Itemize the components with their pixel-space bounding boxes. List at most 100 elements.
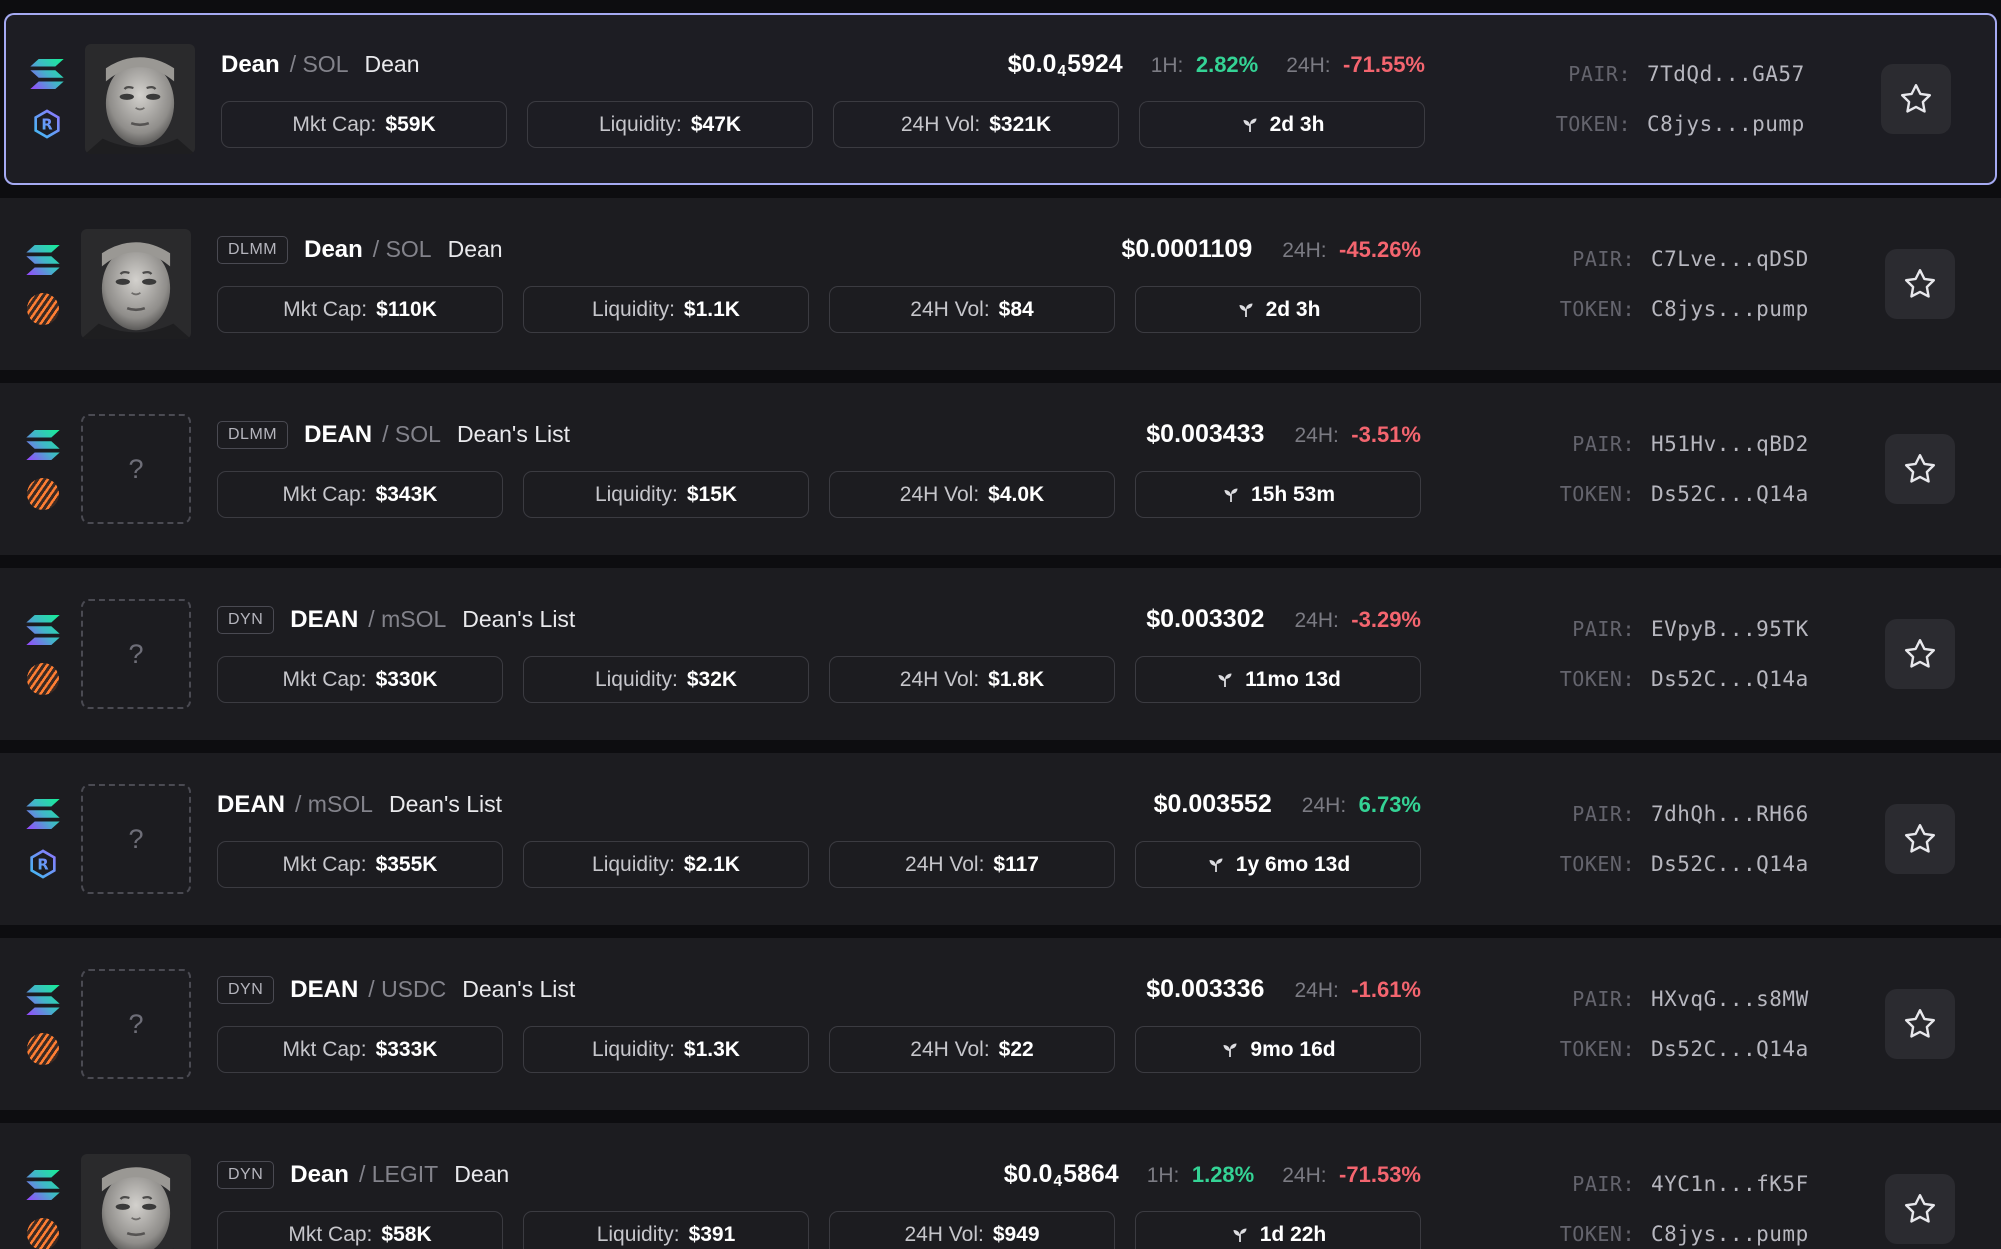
quote-symbol: / mSOL — [295, 790, 373, 817]
placeholder-question-mark: ? — [128, 453, 144, 484]
volume-value: $321K — [989, 112, 1052, 136]
pair-line: PAIR: 4YC1n...fK5F — [1539, 1172, 1841, 1196]
volume-label: 24H Vol: — [899, 667, 980, 691]
sprout-icon — [1236, 300, 1256, 320]
pair-address[interactable]: 4YC1n...fK5F — [1651, 1172, 1809, 1196]
change-24h-label: 24H: — [1294, 608, 1339, 632]
token-symbol: DEAN — [304, 420, 373, 448]
token-address[interactable]: C8jys...pump — [1651, 297, 1809, 321]
liquidity-pill: Liquidity: $1.3K — [523, 1026, 809, 1074]
token-price: $0.045924 — [1008, 50, 1123, 81]
liquidity-value: $32K — [686, 667, 738, 691]
favorite-button[interactable] — [1885, 1174, 1955, 1244]
token-address[interactable]: C8jys...pump — [1651, 1222, 1809, 1246]
pair-label: PAIR: — [1568, 62, 1631, 86]
token-avatar — [81, 1154, 191, 1249]
liquidity-label: Liquidity: — [594, 667, 678, 691]
pair-address[interactable]: 7dhQh...RH66 — [1651, 802, 1809, 826]
liquidity-label: Liquidity: — [592, 852, 675, 876]
token-row[interactable]: R — [4, 13, 1997, 185]
favorite-button[interactable] — [1881, 64, 1951, 134]
stats-pills: Mkt Cap: $58K Liquidity: $391 24H Vol: $… — [217, 1211, 1421, 1249]
token-address[interactable]: Ds52C...Q14a — [1651, 1037, 1809, 1061]
token-line: TOKEN: C8jys...pump — [1539, 297, 1841, 321]
favorite-button[interactable] — [1885, 804, 1955, 874]
token-row[interactable]: R — [0, 1123, 2001, 1249]
solana-icon — [26, 428, 60, 462]
volume-value: $949 — [992, 1222, 1040, 1246]
change-24h-value: 6.73% — [1358, 791, 1421, 817]
token-avatar — [81, 229, 191, 339]
token-row[interactable]: R — [0, 198, 2001, 370]
address-info: PAIR: C7Lve...qDSD TOKEN: C8jys...pump — [1539, 247, 1841, 321]
market-cap-label: Mkt Cap: — [282, 667, 367, 691]
stats-pills: Mkt Cap: $59K Liquidity: $47K 24H Vol: $… — [221, 101, 1425, 149]
liquidity-label: Liquidity: — [592, 297, 675, 321]
price-main: $0.0 — [1007, 49, 1057, 78]
token-row[interactable]: R ? — [0, 753, 2001, 925]
stats-pills: Mkt Cap: $110K Liquidity: $1.1K 24H Vol:… — [217, 286, 1421, 334]
volume-label: 24H Vol: — [899, 482, 980, 506]
change-24h-value: -71.53% — [1339, 1161, 1421, 1187]
market-cap-pill: Mkt Cap: $110K — [217, 286, 503, 334]
token-row[interactable]: R ? — [0, 568, 2001, 740]
pair-address[interactable]: EVpyB...95TK — [1651, 617, 1809, 641]
token-address[interactable]: Ds52C...Q14a — [1651, 482, 1809, 506]
pair-address[interactable]: H51Hv...qBD2 — [1651, 432, 1809, 456]
raydium-icon: R — [26, 847, 60, 881]
pair-line: PAIR: 7dhQh...RH66 — [1539, 802, 1841, 826]
token-title-line: DLMM DEAN / SOL Dean's List $0.003433 24… — [217, 420, 1421, 451]
price-rest: 5924 — [1067, 49, 1123, 78]
volume-pill: 24H Vol: $22 — [829, 1026, 1115, 1074]
quote-symbol: / LEGIT — [358, 1160, 439, 1187]
volume-value: $4.0K — [988, 482, 1045, 506]
favorite-button[interactable] — [1885, 434, 1955, 504]
token-main-info: DYN Dean / LEGIT Dean $0.045864 1H: 1.28… — [217, 1160, 1421, 1249]
volume-pill: 24H Vol: $321K — [833, 101, 1119, 149]
token-label: TOKEN: — [1559, 482, 1635, 506]
liquidity-label: Liquidity: — [594, 482, 678, 506]
star-icon — [1902, 266, 1938, 302]
age-pill: 15h 53m — [1135, 471, 1421, 519]
change-24h-label: 24H: — [1286, 53, 1331, 77]
star-icon — [1902, 451, 1938, 487]
chain-icons: R — [25, 613, 61, 695]
token-row[interactable]: R ? — [0, 938, 2001, 1110]
token-avatar: ? — [81, 599, 191, 709]
token-avatar — [85, 44, 195, 154]
token-address[interactable]: Ds52C...Q14a — [1651, 852, 1809, 876]
volume-value: $22 — [998, 1037, 1034, 1061]
meteora-icon: R — [27, 293, 59, 325]
token-address[interactable]: Ds52C...Q14a — [1651, 667, 1809, 691]
token-main-info: DLMM Dean / SOL Dean $0.0001109 24H: -45… — [217, 235, 1421, 334]
pair-label: PAIR: — [1572, 247, 1635, 271]
price-rest: 5864 — [1063, 1159, 1119, 1188]
liquidity-pill: Liquidity: $15K — [523, 471, 809, 519]
favorite-button[interactable] — [1885, 619, 1955, 689]
liquidity-pill: Liquidity: $32K — [523, 656, 809, 704]
quote-symbol: / USDC — [368, 975, 447, 1002]
token-symbol: Dean — [221, 50, 280, 78]
age-value: 11mo 13d — [1245, 667, 1341, 691]
pair-address[interactable]: HXvqG...s8MW — [1651, 987, 1809, 1011]
price-sub-digit: 4 — [1053, 1173, 1063, 1191]
chain-icons: R — [25, 797, 61, 881]
age-value: 15h 53m — [1250, 482, 1336, 506]
token-address[interactable]: C8jys...pump — [1647, 112, 1805, 136]
token-price: $0.003302 — [1146, 605, 1266, 636]
change-24h-value: -1.61% — [1351, 976, 1421, 1002]
volume-label: 24H Vol: — [910, 297, 990, 321]
market-cap-value: $110K — [376, 297, 437, 321]
pair-address[interactable]: C7Lve...qDSD — [1651, 247, 1809, 271]
solana-icon — [30, 57, 64, 91]
token-photo — [81, 1154, 191, 1249]
favorite-button[interactable] — [1885, 249, 1955, 319]
change-24h: 24H: -71.53% — [1282, 1162, 1421, 1188]
pair-address[interactable]: 7TdQd...GA57 — [1647, 62, 1805, 86]
address-info: PAIR: 7dhQh...RH66 TOKEN: Ds52C...Q14a — [1539, 802, 1841, 876]
token-row[interactable]: R ? — [0, 383, 2001, 555]
solana-icon — [26, 797, 60, 831]
liquidity-pill: Liquidity: $2.1K — [523, 841, 809, 889]
favorite-button[interactable] — [1885, 989, 1955, 1059]
chain-icons: R — [25, 1168, 61, 1249]
